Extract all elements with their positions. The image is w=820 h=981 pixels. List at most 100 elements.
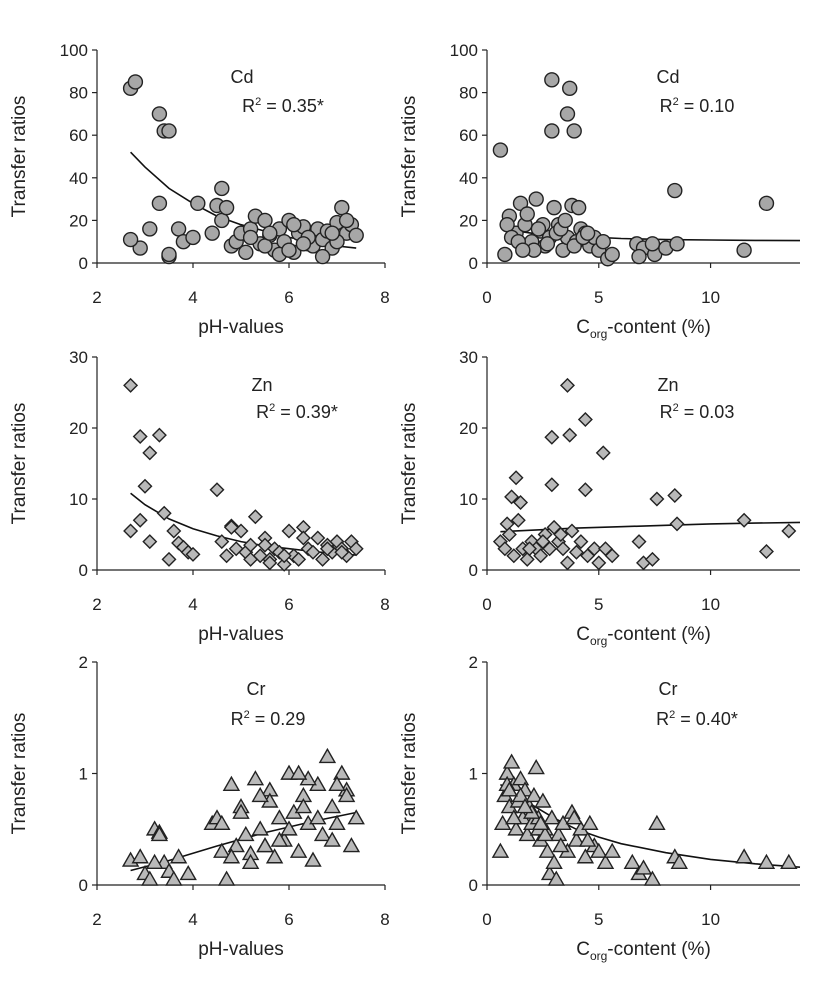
data-point <box>314 248 331 265</box>
x-tick-label: 5 <box>594 288 603 307</box>
data-point <box>122 231 139 248</box>
data-point <box>567 831 586 847</box>
x-axis-label: pH-values <box>198 939 284 960</box>
data-point <box>559 377 575 393</box>
data-point <box>536 825 554 842</box>
x-axis-label: Corg-content (%) <box>576 317 711 341</box>
data-point <box>604 548 620 564</box>
data-point <box>185 229 201 246</box>
y-tick-label: 60 <box>459 126 478 145</box>
element-label: Zn <box>251 375 272 395</box>
data-point <box>289 842 308 858</box>
data-point <box>214 212 230 229</box>
data-point <box>544 123 560 139</box>
data-point <box>334 544 350 560</box>
data-point <box>570 199 587 216</box>
data-point <box>185 546 201 562</box>
data-point <box>222 775 241 791</box>
x-tick-label: 6 <box>284 910 293 929</box>
data-point <box>735 848 753 864</box>
data-point <box>214 534 230 550</box>
data-point <box>232 803 250 819</box>
data-point <box>286 216 302 233</box>
data-point <box>289 764 308 780</box>
data-point <box>634 859 653 875</box>
data-point <box>243 537 259 553</box>
data-point <box>324 225 340 241</box>
data-point <box>565 809 583 825</box>
data-point <box>511 770 530 786</box>
data-point <box>631 248 647 265</box>
x-tick-label: 0 <box>482 910 491 929</box>
data-point <box>649 491 665 507</box>
element-label: Cr <box>659 679 678 699</box>
x-tick-label: 10 <box>701 288 720 307</box>
x-axis-label: pH-values <box>198 317 284 338</box>
y-tick-label: 10 <box>459 490 478 509</box>
x-tick-label: 10 <box>701 910 720 929</box>
data-point <box>499 216 515 233</box>
panel-cr-ph: 0 1 2 2 4 6 8 pH-values Transfer ratios Cr R2 = 0.… <box>9 653 390 960</box>
data-point <box>141 870 159 886</box>
y-axis-label: Transfer ratios <box>9 403 30 525</box>
x-tick-label: 4 <box>188 910 197 929</box>
data-point <box>669 516 685 532</box>
y-tick-label: 10 <box>69 490 88 509</box>
data-point <box>579 225 596 241</box>
data-point <box>237 825 255 842</box>
data-point <box>334 199 350 216</box>
data-point <box>348 541 364 557</box>
x-tick-label: 0 <box>482 288 491 307</box>
data-point <box>586 541 602 557</box>
data-point <box>549 825 568 842</box>
data-point <box>578 831 597 847</box>
data-point <box>501 527 517 542</box>
data-point <box>142 534 158 550</box>
panel-cr-corg: 0 1 2 0 5 10 Corg-content (%) Transfer ratios Cr… <box>399 653 801 963</box>
data-point <box>504 489 520 505</box>
element-label: Zn <box>657 375 678 395</box>
x-tick-label: 8 <box>380 910 389 929</box>
y-axis-label: Transfer ratios <box>399 713 420 835</box>
data-point <box>309 809 327 825</box>
y-tick-label: 60 <box>69 126 88 145</box>
data-point <box>142 221 158 237</box>
data-point <box>667 487 683 503</box>
y-tick-label: 80 <box>459 84 478 103</box>
data-point <box>577 411 593 427</box>
data-point <box>491 842 510 858</box>
y-tick-label: 0 <box>469 254 478 273</box>
data-point <box>270 831 289 847</box>
data-point <box>305 544 321 560</box>
data-point <box>544 72 560 88</box>
y-tick-label: 2 <box>79 653 88 672</box>
data-point <box>247 509 263 525</box>
x-tick-label: 0 <box>482 595 491 614</box>
data-point <box>333 764 351 780</box>
data-point <box>577 482 593 498</box>
data-point <box>595 233 611 250</box>
data-point <box>545 853 563 870</box>
data-point <box>161 551 177 567</box>
data-point <box>304 851 322 867</box>
data-point <box>519 551 535 567</box>
data-point <box>262 555 278 571</box>
y-tick-label: 100 <box>450 41 478 60</box>
data-point <box>546 199 562 216</box>
data-point <box>257 212 273 229</box>
x-tick-label: 2 <box>92 595 101 614</box>
data-point <box>131 848 149 864</box>
data-point <box>257 238 273 254</box>
y-tick-label: 30 <box>459 348 478 367</box>
r2-label: R2 = 0.10 <box>660 96 735 116</box>
data-point <box>265 848 284 864</box>
data-point <box>562 427 578 443</box>
data-point <box>497 541 513 557</box>
data-point <box>161 123 177 139</box>
y-tick-label: 0 <box>79 561 88 580</box>
y-tick-label: 20 <box>69 419 88 438</box>
data-point <box>169 848 188 864</box>
y-tick-label: 20 <box>459 211 478 230</box>
y-tick-label: 30 <box>69 348 88 367</box>
data-point <box>648 814 666 830</box>
